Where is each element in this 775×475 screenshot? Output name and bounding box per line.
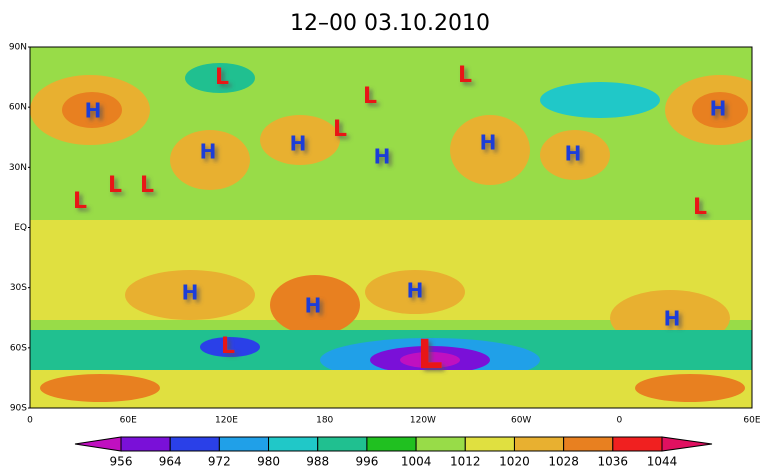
high: H — [664, 307, 681, 331]
colorbar-low-end — [74, 436, 122, 452]
high: H — [182, 281, 199, 305]
lat-label: 60S — [10, 343, 27, 353]
lon-label: 120E — [215, 416, 238, 426]
colorbar-label: 1020 — [499, 455, 530, 469]
colorbar-label: 996 — [355, 455, 378, 469]
lat-label: 60N — [9, 103, 27, 113]
high: H — [305, 294, 322, 318]
high: H — [374, 145, 391, 169]
colorbar-segment — [317, 436, 368, 452]
colorbar-label: 1004 — [401, 455, 432, 469]
colorbar-label: 972 — [208, 455, 231, 469]
lat-axis: 90N 60N 30N EQ 30S 60S 90S — [9, 43, 30, 414]
colorbar-segment — [268, 436, 319, 452]
colorbar-label: 1036 — [598, 455, 629, 469]
low: L — [458, 63, 472, 88]
lat-label: 30N — [9, 163, 27, 173]
high: H — [480, 131, 497, 155]
colorbar-segment — [218, 436, 270, 452]
low: L — [221, 334, 235, 359]
low: L — [417, 332, 443, 378]
colorbar-high-end — [661, 436, 713, 452]
colorbar: 956 964 972 980 988 996 1004 1012 1020 1028 1036 10… — [74, 436, 713, 469]
colorbar-segment — [563, 436, 614, 452]
colorbar-segment — [415, 436, 466, 452]
colorbar-segment — [120, 436, 171, 452]
colorbar-segment — [513, 436, 565, 452]
colorbar-segment — [366, 436, 417, 452]
low: L — [215, 65, 229, 90]
lon-axis: 0 60E 120E 180 120W 60W 0 60E — [27, 416, 761, 426]
lat-label: 90N — [9, 43, 27, 53]
lon-label: 120W — [410, 416, 436, 426]
high: H — [200, 140, 217, 164]
colorbar-label: 964 — [159, 455, 182, 469]
colorbar-segment — [169, 436, 220, 452]
lon-label: 0 — [27, 416, 33, 426]
colorbar-segment — [464, 436, 515, 452]
low: L — [108, 173, 122, 198]
low: L — [333, 117, 347, 142]
colorbar-label: 988 — [306, 455, 329, 469]
low: L — [73, 189, 87, 214]
pressure-field — [30, 47, 752, 408]
colorbar-label: 1044 — [647, 455, 678, 469]
lon-label: 180 — [316, 416, 333, 426]
low: L — [363, 84, 377, 109]
lon-label: 60E — [120, 416, 137, 426]
colorbar-label: 956 — [110, 455, 133, 469]
map-title: 12–00 03.10.2010 — [290, 11, 490, 36]
colorbar-label: 980 — [257, 455, 280, 469]
pressure-systems: L L L L L L L L L L H H H H H H H H H H … — [73, 63, 726, 378]
lon-label: 60W — [511, 416, 531, 426]
high: H — [565, 142, 582, 166]
colorbar-segment — [612, 436, 663, 452]
high: H — [710, 97, 727, 121]
low: L — [140, 173, 154, 198]
lat-label: 30S — [10, 283, 27, 293]
lon-label: 60E — [743, 416, 760, 426]
high: H — [290, 132, 307, 156]
colorbar-label: 1012 — [450, 455, 481, 469]
low: L — [693, 195, 707, 220]
lat-label: 90S — [10, 404, 27, 414]
high: H — [85, 99, 102, 123]
lon-label: 0 — [617, 416, 623, 426]
lat-label: EQ — [14, 223, 27, 233]
colorbar-label: 1028 — [548, 455, 579, 469]
high: H — [407, 279, 424, 303]
